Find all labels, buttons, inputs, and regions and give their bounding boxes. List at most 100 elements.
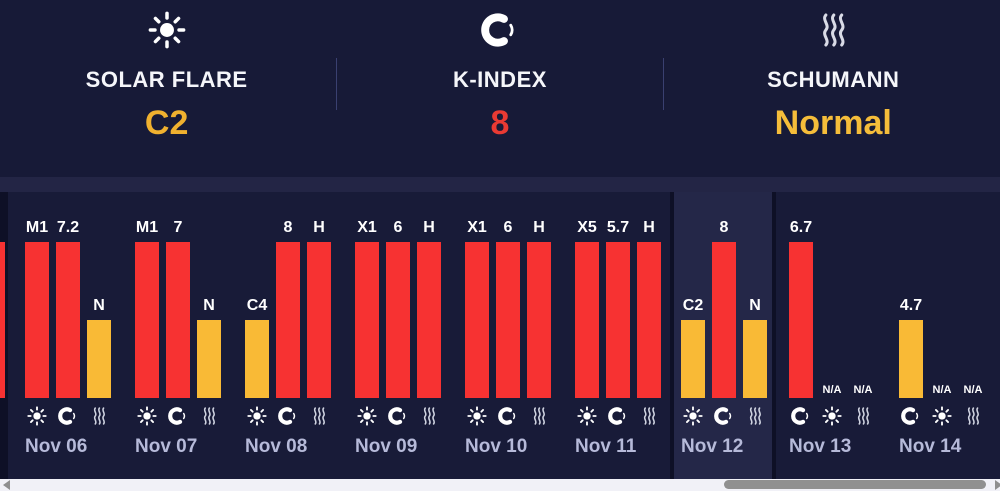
waves-icon bbox=[527, 405, 551, 427]
solar_flare-bar-column: X5 bbox=[575, 192, 599, 398]
day-icons bbox=[575, 405, 661, 427]
schumann-card[interactable]: SCHUMANN Normal bbox=[667, 0, 1000, 177]
waves-icon bbox=[197, 405, 221, 427]
solar_flare-bar bbox=[575, 242, 599, 398]
card-divider bbox=[336, 58, 337, 110]
waves-icon bbox=[87, 405, 111, 427]
k_index-bar-column: 7.2 bbox=[56, 192, 80, 398]
schumann-bar-column: N bbox=[743, 192, 767, 398]
k-index-label: K-INDEX bbox=[452, 67, 547, 92]
k-index-icon bbox=[899, 405, 923, 427]
sun-icon bbox=[930, 405, 954, 427]
day-icons bbox=[135, 405, 221, 427]
bar-value-label: X1 bbox=[467, 219, 487, 236]
bar-value-label: X1 bbox=[357, 219, 377, 236]
schumann-value: Normal bbox=[774, 104, 892, 142]
scroll-right-arrow[interactable] bbox=[992, 479, 1000, 491]
schumann-bar bbox=[637, 242, 661, 398]
k_index-bar-column: 8 bbox=[276, 192, 300, 398]
day-cell[interactable]: C4 8 H Nov 08 bbox=[245, 192, 331, 479]
bar-value-label: H bbox=[423, 219, 435, 236]
bar-value-label: 6.7 bbox=[789, 219, 813, 236]
solar_flare-bar-column: N/A bbox=[820, 192, 844, 398]
k-index-icon bbox=[276, 405, 300, 427]
day-bars: M1 7.2 N bbox=[25, 192, 111, 398]
bar-value-label: C2 bbox=[682, 297, 704, 314]
k-index-icon bbox=[712, 405, 736, 427]
solar_flare-bar-column: M1 bbox=[135, 192, 159, 398]
sun-icon bbox=[681, 405, 705, 427]
bar-value-label: N bbox=[93, 297, 105, 314]
k-index-icon bbox=[481, 9, 519, 51]
horizontal-scrollbar[interactable] bbox=[0, 479, 1000, 491]
k-index-icon bbox=[789, 405, 813, 427]
sun-icon bbox=[245, 405, 269, 427]
scroll-left-arrow[interactable] bbox=[0, 479, 12, 491]
solar-flare-value: C2 bbox=[144, 104, 189, 142]
solar-flare-card[interactable]: SOLAR FLARE C2 bbox=[0, 0, 333, 177]
day-cell[interactable]: C2 8 N Nov 12 bbox=[681, 192, 767, 479]
day-cell[interactable]: 6.7 N/A N/A Nov 13 bbox=[789, 192, 875, 479]
schumann-bar-column: H bbox=[637, 192, 661, 398]
day-cell[interactable]: X5 5.7 H Nov 11 bbox=[575, 192, 661, 479]
k-index-icon bbox=[56, 405, 80, 427]
k_index-bar-column: 6.7 bbox=[789, 192, 813, 398]
bar-value-label: H bbox=[313, 219, 325, 236]
k-index-icon bbox=[496, 405, 520, 427]
day-date: Nov 07 bbox=[135, 436, 198, 457]
daily-forecast-chart: M1 7.2 N Nov 06 M1 7 N Nov 07 C4 8 H Nov 08 X1… bbox=[0, 192, 1000, 479]
day-icons bbox=[245, 405, 331, 427]
k_index-bar bbox=[56, 242, 80, 398]
day-date: Nov 14 bbox=[899, 436, 962, 457]
day-icons bbox=[681, 405, 767, 427]
k_index-bar bbox=[166, 242, 190, 398]
scrollbar-thumb[interactable] bbox=[724, 480, 986, 489]
today-panel: C2 8 N Nov 12 bbox=[674, 192, 772, 479]
solar_flare-bar-column: X1 bbox=[355, 192, 379, 398]
day-bars: X1 6 H bbox=[465, 192, 551, 398]
bar-value-label: 7 bbox=[173, 219, 183, 236]
k_index-bar bbox=[789, 242, 813, 398]
bar-value-label: C4 bbox=[246, 297, 268, 314]
day-cell[interactable]: 4.7 N/A N/A Nov 14 bbox=[899, 192, 985, 479]
sun-icon bbox=[355, 405, 379, 427]
bar-value-label: 6 bbox=[503, 219, 513, 236]
solar_flare-bar-column: C4 bbox=[245, 192, 269, 398]
day-icons bbox=[899, 405, 985, 427]
chart-scroll-strip[interactable]: M1 7.2 N Nov 06 M1 7 N Nov 07 C4 8 H Nov 08 X1… bbox=[8, 192, 1000, 479]
bar-value-label: N/A bbox=[853, 384, 873, 396]
day-cell[interactable]: M1 7 N Nov 07 bbox=[135, 192, 221, 479]
k_index-bar-column: 6 bbox=[386, 192, 410, 398]
bar-value-label: M1 bbox=[135, 219, 159, 236]
sun-icon bbox=[465, 405, 489, 427]
schumann-bar-column: N bbox=[87, 192, 111, 398]
bar-value-label: 7.2 bbox=[56, 219, 80, 236]
day-cell[interactable]: X1 6 H Nov 09 bbox=[355, 192, 441, 479]
solar_flare-bar bbox=[25, 242, 49, 398]
bar-value-label: H bbox=[643, 219, 655, 236]
day-bars: X1 6 H bbox=[355, 192, 441, 398]
sun-icon bbox=[25, 405, 49, 427]
sun-icon bbox=[135, 405, 159, 427]
k_index-bar bbox=[899, 320, 923, 398]
bar-value-label: 6 bbox=[393, 219, 403, 236]
card-divider bbox=[663, 58, 664, 110]
k-index-card[interactable]: K-INDEX 8 bbox=[333, 0, 666, 177]
k-index-icon bbox=[386, 405, 410, 427]
k_index-bar bbox=[712, 242, 736, 398]
solar_flare-bar-column: N/A bbox=[930, 192, 954, 398]
solar_flare-bar-column: M1 bbox=[25, 192, 49, 398]
k-index-icon bbox=[606, 405, 630, 427]
k_index-bar-column: 8 bbox=[712, 192, 736, 398]
day-cell[interactable]: X1 6 H Nov 10 bbox=[465, 192, 551, 479]
day-cell[interactable]: M1 7.2 N Nov 06 bbox=[25, 192, 111, 479]
day-icons bbox=[465, 405, 551, 427]
k_index-bar bbox=[386, 242, 410, 398]
solar_flare-bar-column: X1 bbox=[465, 192, 489, 398]
solar_flare-bar bbox=[681, 320, 705, 398]
day-bars: 4.7 N/A N/A bbox=[899, 192, 985, 398]
waves-icon bbox=[743, 405, 767, 427]
solar_flare-bar-column: C2 bbox=[681, 192, 705, 398]
k-index-value: 8 bbox=[490, 104, 510, 142]
waves-icon bbox=[851, 405, 875, 427]
